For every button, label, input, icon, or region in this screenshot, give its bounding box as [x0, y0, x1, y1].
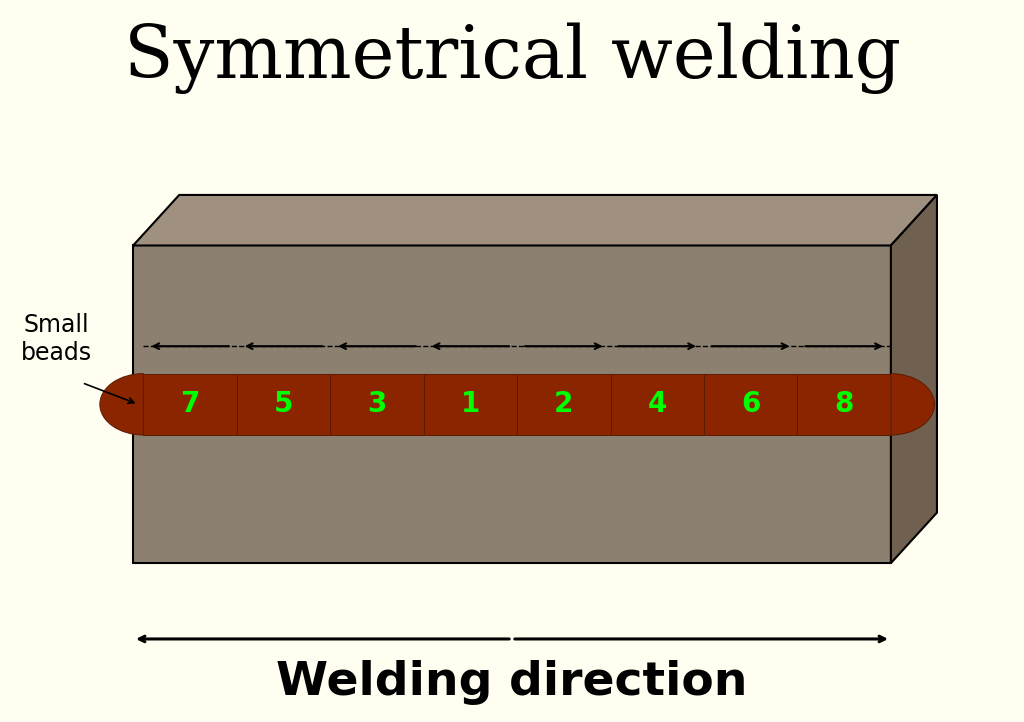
Polygon shape: [330, 374, 424, 435]
Text: 8: 8: [835, 391, 854, 418]
Polygon shape: [517, 374, 610, 435]
Polygon shape: [133, 245, 891, 563]
Polygon shape: [891, 195, 937, 563]
Text: 4: 4: [647, 391, 667, 418]
Polygon shape: [424, 374, 517, 435]
Text: 3: 3: [368, 391, 387, 418]
Polygon shape: [237, 374, 330, 435]
Polygon shape: [705, 374, 798, 435]
Text: 5: 5: [273, 391, 293, 418]
Polygon shape: [798, 374, 891, 435]
Polygon shape: [143, 374, 237, 435]
Text: 6: 6: [741, 391, 761, 418]
Text: 2: 2: [554, 391, 573, 418]
Polygon shape: [610, 374, 705, 435]
Wedge shape: [891, 374, 935, 435]
Text: Symmetrical welding: Symmetrical welding: [124, 22, 900, 94]
Text: 7: 7: [180, 391, 200, 418]
Text: Small
beads: Small beads: [20, 313, 92, 365]
Polygon shape: [133, 195, 937, 245]
Text: 1: 1: [461, 391, 480, 418]
Text: Welding direction: Welding direction: [276, 660, 748, 705]
Wedge shape: [100, 374, 143, 435]
